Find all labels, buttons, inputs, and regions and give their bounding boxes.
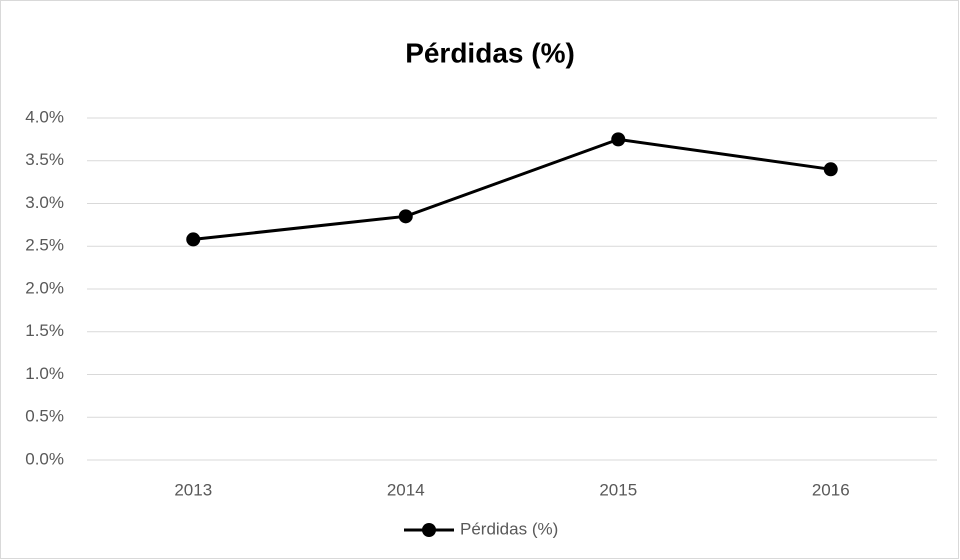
- y-tick-label: 0.0%: [25, 449, 64, 468]
- y-tick-label: 2.5%: [25, 236, 64, 255]
- y-tick-label: 4.0%: [25, 107, 64, 126]
- chart-title: Pérdidas (%): [405, 37, 575, 68]
- x-tick-label: 2013: [174, 480, 212, 499]
- legend-label: Pérdidas (%): [460, 519, 558, 538]
- marker: [398, 209, 413, 224]
- x-tick-label: 2014: [387, 480, 425, 499]
- y-tick-label: 2.0%: [25, 278, 64, 297]
- x-tick-label: 2016: [812, 480, 850, 499]
- y-tick-label: 1.5%: [25, 321, 64, 340]
- legend-marker: [422, 523, 436, 537]
- marker: [186, 232, 201, 247]
- y-tick-label: 1.0%: [25, 364, 64, 383]
- x-tick-label: 2015: [599, 480, 637, 499]
- y-tick-label: 3.0%: [25, 193, 64, 212]
- series-line: [193, 137, 831, 241]
- y-tick-label: 3.5%: [25, 150, 64, 169]
- y-tick-label: 0.5%: [25, 407, 64, 426]
- marker: [823, 162, 838, 177]
- marker: [611, 132, 626, 147]
